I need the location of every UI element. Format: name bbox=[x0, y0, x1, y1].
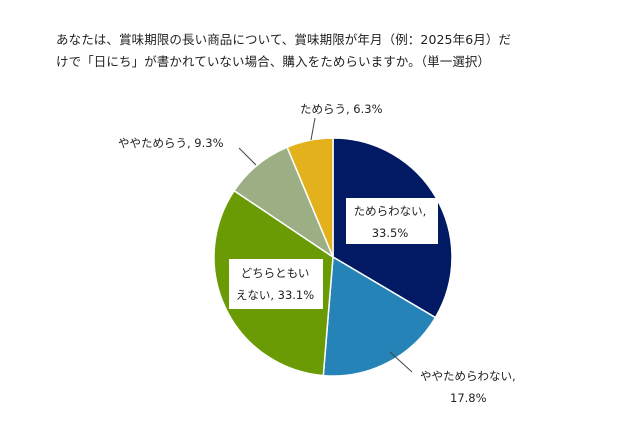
slice-label-tamerawanai: ためらわない, 33.5% bbox=[354, 204, 427, 240]
slice-tamerau bbox=[286, 137, 334, 258]
slice-labels: ためらわない, 33.5% ややためらわない, 17.8% どちらともいえない, 33.… bbox=[118, 102, 516, 405]
slice-label-line: 33.5% bbox=[372, 226, 409, 240]
slice-yaya-tamerawanai bbox=[322, 255, 437, 377]
label-box-tamerawanai bbox=[346, 198, 438, 244]
slice-label-line: えない, 33.1% bbox=[236, 288, 314, 302]
chart-title-line-1: あなたは、賞味期限の長い商品について、賞味期限が年月（例：2025年6月）だ bbox=[56, 32, 512, 47]
chart-title: あなたは、賞味期限の長い商品について、賞味期限が年月（例：2025年6月）だ け… bbox=[56, 29, 556, 73]
slice-label-line: ためらわない, bbox=[354, 204, 427, 218]
slice-label-line: 17.8% bbox=[450, 391, 487, 405]
pie-slices bbox=[213, 137, 453, 377]
chart-title-line-2: けで「日にち」が書かれていない場合、購入をためらいますか。（単一選択） bbox=[56, 54, 491, 69]
slice-label-yaya-tamerau: ややためらう, 9.3% bbox=[118, 136, 224, 150]
label-box-dochiratomoienai bbox=[229, 259, 323, 309]
slice-label-tamerau: ためらう, 6.3% bbox=[300, 102, 383, 116]
slice-label-line: ためらう, 6.3% bbox=[300, 102, 383, 116]
slice-label-line: ややためらう, 9.3% bbox=[118, 136, 224, 150]
slice-label-yaya-tamerawanai: ややためらわない, 17.8% bbox=[420, 369, 516, 405]
slice-label-dochiratomoienai: どちらともいえない, 33.1% bbox=[236, 266, 314, 302]
slice-label-line: どちらともい bbox=[241, 266, 310, 280]
leader-line-yaya-tamerau bbox=[238, 147, 257, 166]
leader-line-yaya-tamerawanai bbox=[389, 351, 413, 373]
slice-label-line: ややためらわない, bbox=[420, 369, 516, 383]
leader-line-tamerau bbox=[310, 117, 316, 141]
leader-lines bbox=[238, 117, 413, 373]
